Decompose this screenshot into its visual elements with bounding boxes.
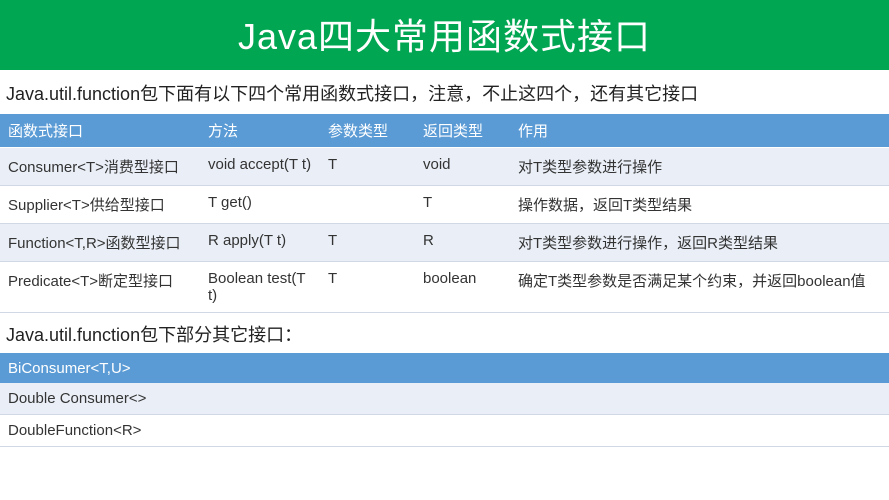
cell: 对T类型参数进行操作	[510, 148, 889, 186]
th-purpose: 作用	[510, 114, 889, 148]
cell: boolean	[415, 262, 510, 313]
cell: 确定T类型参数是否满足某个约束，并返回boolean值	[510, 262, 889, 313]
cell: Predicate<T>断定型接口	[0, 262, 200, 313]
th-interface: 函数式接口	[0, 114, 200, 148]
cell	[415, 415, 510, 447]
cell: Function<T,R>函数型接口	[0, 224, 200, 262]
main-table: 函数式接口 方法 参数类型 返回类型 作用 Consumer<T>消费型接口 v…	[0, 114, 889, 313]
cell	[320, 415, 415, 447]
cell: Double Consumer<>	[0, 383, 200, 415]
th	[320, 353, 415, 383]
extra-table: BiConsumer<T,U> Double Consumer<> Double…	[0, 353, 889, 447]
page-title: Java四大常用函数式接口	[0, 0, 889, 70]
th	[510, 353, 889, 383]
cell: T	[320, 262, 415, 313]
cell: T	[320, 224, 415, 262]
cell: R apply(T t)	[200, 224, 320, 262]
cell: T get()	[200, 186, 320, 224]
table-row: DoubleFunction<R>	[0, 415, 889, 447]
intro-text: Java.util.function包下面有以下四个常用函数式接口，注意，不止这…	[0, 70, 889, 114]
th-method: 方法	[200, 114, 320, 148]
cell: DoubleFunction<R>	[0, 415, 200, 447]
cell	[510, 415, 889, 447]
cell: void accept(T t)	[200, 148, 320, 186]
cell	[200, 415, 320, 447]
th-returntype: 返回类型	[415, 114, 510, 148]
cell	[320, 383, 415, 415]
table-row: Double Consumer<>	[0, 383, 889, 415]
th	[415, 353, 510, 383]
cell: void	[415, 148, 510, 186]
th: BiConsumer<T,U>	[0, 353, 200, 383]
table-row: Supplier<T>供给型接口 T get() T 操作数据，返回T类型结果	[0, 186, 889, 224]
cell: 对T类型参数进行操作，返回R类型结果	[510, 224, 889, 262]
cell: Boolean test(T t)	[200, 262, 320, 313]
cell: Supplier<T>供给型接口	[0, 186, 200, 224]
table-header-row: 函数式接口 方法 参数类型 返回类型 作用	[0, 114, 889, 148]
sub-heading: Java.util.function包下部分其它接口：	[0, 313, 889, 353]
th-paramtype: 参数类型	[320, 114, 415, 148]
cell: R	[415, 224, 510, 262]
cell	[510, 383, 889, 415]
cell: T	[320, 148, 415, 186]
cell: 操作数据，返回T类型结果	[510, 186, 889, 224]
table-row: Predicate<T>断定型接口 Boolean test(T t) T bo…	[0, 262, 889, 313]
table-header-row: BiConsumer<T,U>	[0, 353, 889, 383]
th	[200, 353, 320, 383]
cell: Consumer<T>消费型接口	[0, 148, 200, 186]
table-row: Consumer<T>消费型接口 void accept(T t) T void…	[0, 148, 889, 186]
cell	[320, 186, 415, 224]
cell: T	[415, 186, 510, 224]
table-row: Function<T,R>函数型接口 R apply(T t) T R 对T类型…	[0, 224, 889, 262]
cell	[415, 383, 510, 415]
cell	[200, 383, 320, 415]
